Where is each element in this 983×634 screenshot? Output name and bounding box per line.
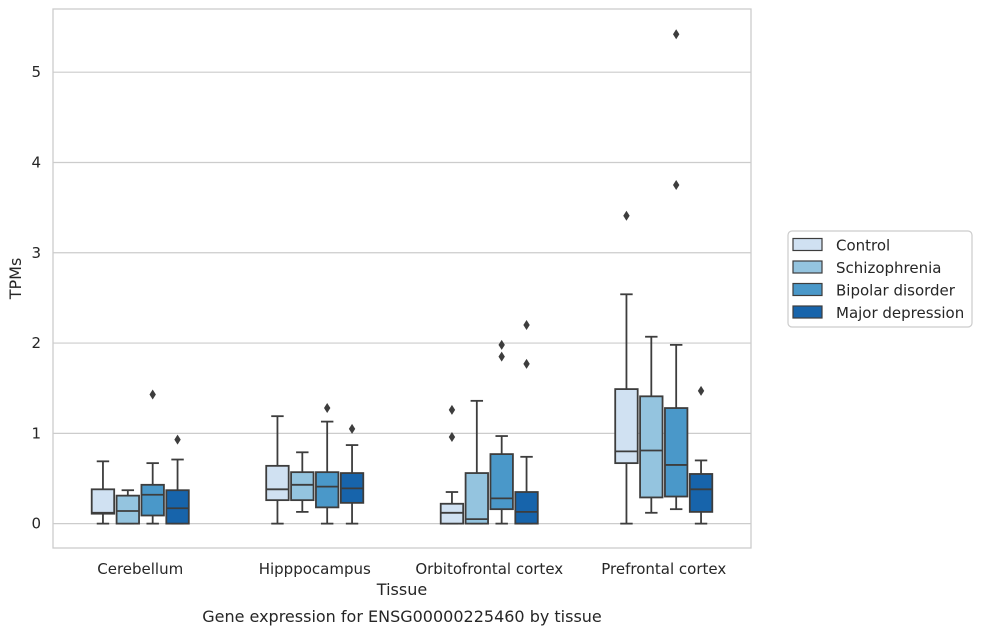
outlier-point <box>523 358 530 369</box>
outlier-point <box>323 403 331 414</box>
box-iqr <box>688 473 714 513</box>
box-control-3 <box>614 210 639 525</box>
box-iqr <box>165 489 190 525</box>
outlier-point <box>498 339 505 350</box>
outlier-point <box>672 180 680 191</box>
box-schizophrenia-0 <box>115 489 140 525</box>
gridlines <box>53 71 751 525</box>
y-tick-label: 2 <box>31 334 41 352</box>
y-tick-label: 4 <box>31 153 41 171</box>
box-iqr <box>489 453 514 511</box>
y-tick-label: 5 <box>31 63 41 81</box>
outlier-point <box>697 385 705 396</box>
y-tick-labels: 0 1 2 3 4 5 <box>31 63 41 532</box>
legend-swatch <box>792 305 823 319</box>
outlier-point <box>623 210 630 221</box>
box-schizophrenia-2 <box>464 399 489 525</box>
x-tick-label: Prefrontal cortex <box>601 560 726 578</box>
plot-frame <box>52 8 752 549</box>
box-iqr <box>290 471 315 502</box>
box-major-depression-2 <box>514 319 539 525</box>
x-tick-label: Hipppocampus <box>259 560 371 578</box>
legend-swatch <box>792 260 823 274</box>
y-tick-label: 0 <box>31 515 41 533</box>
box-iqr <box>514 491 539 525</box>
box-bipolar-disorder-2 <box>489 339 514 525</box>
box-control-0 <box>90 460 116 525</box>
box-schizophrenia-1 <box>290 451 315 513</box>
box-iqr <box>315 471 340 509</box>
box-major-depression-0 <box>165 434 190 525</box>
legend: Control Schizophrenia Bipolar disorder Majo… <box>787 230 973 328</box>
box-iqr <box>115 494 140 525</box>
box-bipolar-disorder-3 <box>664 29 689 511</box>
box-control-2 <box>439 404 465 525</box>
legend-frame <box>787 230 973 328</box>
legend-label: Schizophrenia <box>836 259 941 277</box>
box-schizophrenia-3 <box>639 335 664 514</box>
box-major-depression-3 <box>688 385 714 525</box>
legend-swatch <box>792 237 823 252</box>
outlier-point <box>523 319 530 330</box>
legend-label: Major depression <box>836 304 964 322</box>
outlier-point <box>149 389 156 400</box>
x-axis-label: Tissue <box>376 580 427 599</box>
x-tick-label: Cerebellum <box>97 560 183 578</box>
outlier-point <box>448 431 456 442</box>
y-tick-label: 1 <box>31 424 41 442</box>
box-iqr <box>464 472 489 525</box>
boxes <box>90 29 714 525</box>
box-bipolar-disorder-0 <box>140 389 165 525</box>
box-iqr <box>639 395 664 499</box>
outlier-point <box>498 351 505 362</box>
box-iqr <box>140 483 165 517</box>
box-iqr <box>90 488 116 515</box>
legend-label: Control <box>836 237 890 255</box>
legend-label: Bipolar disorder <box>836 282 956 300</box>
box-control-1 <box>265 415 290 525</box>
box-iqr <box>439 502 465 525</box>
x-tick-labels: Cerebellum Hipppocampus Orbitofrontal cort… <box>97 560 726 578</box>
box-iqr <box>614 388 639 465</box>
box-iqr <box>265 464 290 502</box>
legend-swatch <box>792 282 823 297</box>
outlier-point <box>672 29 680 40</box>
outlier-point <box>448 404 456 415</box>
box-iqr <box>664 407 689 498</box>
y-axis-label: TPMs <box>6 258 25 301</box>
chart-caption: Gene expression for ENSG00000225460 by t… <box>202 607 602 626</box>
box-bipolar-disorder-1 <box>315 403 340 525</box>
outlier-point <box>174 434 181 445</box>
x-tick-label: Orbitofrontal cortex <box>415 560 563 578</box>
y-tick-label: 3 <box>31 244 41 262</box>
outlier-point <box>348 423 356 434</box>
box-major-depression-1 <box>339 423 365 525</box>
